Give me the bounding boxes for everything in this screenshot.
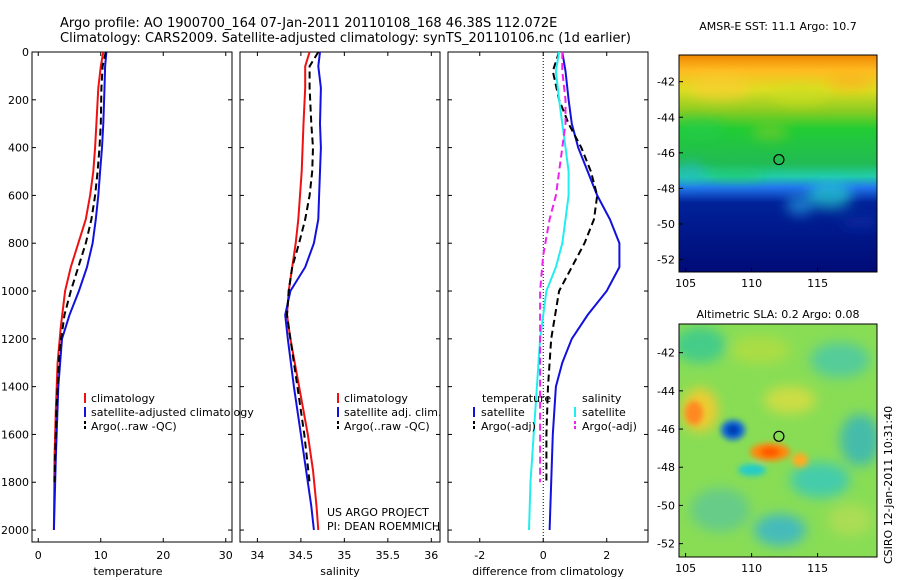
difference-panel: -2 0 2 difference from climatology tempera… <box>447 51 649 578</box>
x-tick-label: 36 <box>424 549 438 562</box>
legend-label-argo: Argo(..raw -QC) <box>91 420 177 433</box>
x-tick-label: 10 <box>94 549 108 562</box>
temperature-xlabel: temperature <box>93 565 162 578</box>
sst-heatmap <box>679 55 877 272</box>
series-line-satellite <box>548 51 621 531</box>
series-line-climatology <box>52 51 105 531</box>
argo-float-marker <box>773 153 785 166</box>
legend-label-sal-satellite: satellite <box>582 406 626 419</box>
salinity-axes-box <box>239 51 441 543</box>
series-line-satellite-adj-clim <box>284 51 322 531</box>
lat-tick-label: -52 <box>657 254 675 267</box>
y-tick-label: 1000 <box>1 285 29 298</box>
sla-map-title: Altimetric SLA: 0.2 Argo: 0.08 <box>696 308 859 321</box>
series-line-climatology <box>285 51 320 531</box>
lat-tick-label: -42 <box>657 76 675 89</box>
temperature-panel: 0 10 20 30 0 200 400 600 800 1000 1200 1400 1600 1800… <box>1 46 254 578</box>
sla-map-frame <box>678 323 878 558</box>
x-tick-label: -2 <box>474 549 485 562</box>
y-tick-label: 400 <box>8 142 29 155</box>
lon-tick-label: 105 <box>675 562 696 575</box>
x-tick-label: 34 <box>250 549 264 562</box>
difference-legend: temperature satellite Argo(-adj) salinit… <box>473 392 637 433</box>
y-tick-label: 1400 <box>1 381 29 394</box>
salinity-legend: climatology satellite adj. clim. Argo(..… <box>337 392 441 433</box>
side-timestamp: CSIRO 12-Jan-2011 10:31:40 <box>882 406 895 564</box>
lat-tick-label: -50 <box>657 499 675 512</box>
legend-label-temp-argo: Argo(-adj) <box>481 420 536 433</box>
temperature-axes-box <box>31 51 233 543</box>
difference-axes-box <box>447 51 649 543</box>
x-tick-label: 35.5 <box>376 549 401 562</box>
x-tick-label: 34.5 <box>289 549 314 562</box>
series-line-satellite-adjusted-climatology <box>52 51 108 531</box>
x-tick-label: 20 <box>156 549 170 562</box>
lon-tick-label: 110 <box>741 277 762 290</box>
series-line-argo-raw-qc <box>53 51 107 483</box>
argo-float-marker <box>773 430 785 442</box>
y-tick-label: 0 <box>22 46 29 59</box>
legend-label-climatology: climatology <box>344 392 408 405</box>
credit-line-1: US ARGO PROJECT <box>327 506 429 519</box>
legend-label-argo: Argo(..raw -QC) <box>344 420 430 433</box>
y-tick-label: 1800 <box>1 476 29 489</box>
legend-title-salinity: salinity <box>582 392 622 405</box>
y-tick-label: 1600 <box>1 428 29 441</box>
series-line-argo-adj <box>539 52 567 483</box>
credit-line-2: PI: DEAN ROEMMICH <box>327 520 440 533</box>
y-tick-label: 2000 <box>1 524 29 537</box>
lat-tick-label: -44 <box>657 111 675 124</box>
salinity-xlabel: salinity <box>320 565 360 578</box>
header-line-2: Climatology: CARS2009. Satellite-adjuste… <box>60 31 631 46</box>
series-line-argo-raw-qc <box>285 51 320 483</box>
y-tick-label: 200 <box>8 94 29 107</box>
lon-tick-label: 115 <box>807 562 828 575</box>
lat-tick-label: -50 <box>657 218 675 231</box>
sla-map-panel: Altimetric SLA: 0.2 Argo: 0.08 <box>657 308 878 575</box>
legend-label-temp-satellite: satellite <box>481 406 525 419</box>
x-tick-label: 35 <box>337 549 351 562</box>
lon-tick-label: 115 <box>807 277 828 290</box>
difference-xlabel: difference from climatology <box>472 565 624 578</box>
lat-tick-label: -44 <box>657 385 675 398</box>
x-tick-label: 2 <box>603 549 610 562</box>
series-line-satellite <box>528 51 570 531</box>
legend-label-satellite-adj: satellite adj. clim. <box>344 406 441 419</box>
y-tick-label: 1200 <box>1 333 29 346</box>
header-line-1: Argo profile: AO 1900700_164 07-Jan-2011… <box>60 16 557 31</box>
lon-tick-label: 110 <box>741 562 762 575</box>
y-tick-label: 600 <box>8 189 29 202</box>
lat-tick-label: -46 <box>657 147 675 160</box>
salinity-panel: 34 34.5 35 35.5 36 salinity climatology sate… <box>239 51 441 578</box>
series-line-argo-adj <box>545 51 599 483</box>
lat-tick-label: -48 <box>657 182 675 195</box>
x-tick-label: 30 <box>219 549 233 562</box>
lat-tick-label: -42 <box>657 347 675 360</box>
y-tick-label: 800 <box>8 237 29 250</box>
sla-heatmap <box>679 324 877 557</box>
sst-map-panel: AMSR-E SST: 11.1 Argo: 10.7 105 110 115 -42… <box>657 20 878 290</box>
legend-title-temperature: temperature <box>482 392 551 405</box>
legend-label-climatology: climatology <box>91 392 155 405</box>
x-tick-label: 0 <box>35 549 42 562</box>
lat-tick-label: -48 <box>657 461 675 474</box>
lat-tick-label: -46 <box>657 423 675 436</box>
temperature-legend: climatology satellite-adjusted climatolo… <box>84 392 254 433</box>
legend-label-sal-argo: Argo(-adj) <box>582 420 637 433</box>
sst-map-frame <box>678 54 878 273</box>
legend-label-satellite-adjusted: satellite-adjusted climatology <box>91 406 254 419</box>
sst-map-title: AMSR-E SST: 11.1 Argo: 10.7 <box>699 20 857 33</box>
lon-tick-label: 105 <box>675 277 696 290</box>
lat-tick-label: -52 <box>657 538 675 551</box>
x-tick-label: 0 <box>540 549 547 562</box>
